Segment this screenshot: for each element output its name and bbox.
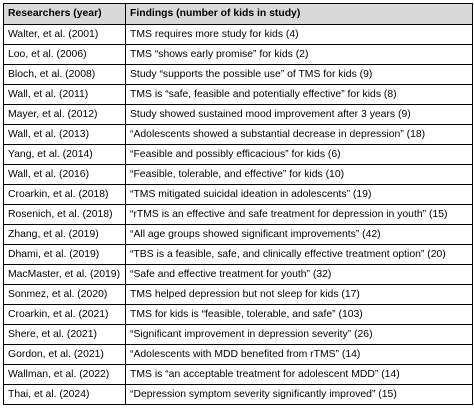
table-row: MacMaster, et al. (2019) “Safe and effect… — [3, 264, 473, 285]
findings-cell: TMS helped depression but not sleep for … — [125, 284, 473, 305]
findings-cell: “Adolescents with MDD benefited from rTM… — [125, 344, 473, 365]
findings-cell: TMS is “safe, feasible and potentially e… — [125, 84, 473, 105]
studies-table-container: Researchers (year) Findings (number of k… — [3, 3, 473, 405]
findings-cell: “Adolescents showed a substantial decrea… — [125, 124, 473, 145]
findings-cell: Study showed sustained mood improvement … — [125, 104, 473, 125]
researchers-cell: Bloch, et al. (2008) — [3, 64, 126, 85]
findings-cell: “Feasible, tolerable, and effective” for… — [125, 164, 473, 185]
header-researchers: Researchers (year) — [3, 3, 126, 25]
studies-table: Researchers (year) Findings (number of k… — [3, 3, 473, 405]
researchers-cell: Wall, et al. (2011) — [3, 84, 126, 105]
findings-cell: “Depression symptom severity significant… — [125, 384, 473, 405]
researchers-cell: Rosenich, et al. (2018) — [3, 204, 126, 225]
findings-cell: TMS is “an acceptable treatment for adol… — [125, 364, 473, 385]
table-row: Yang, et al. (2014) “Feasible and possibl… — [3, 144, 473, 165]
researchers-cell: Wall, et al. (2016) — [3, 164, 126, 185]
findings-cell: “Safe and effective treatment for youth”… — [125, 264, 473, 285]
researchers-cell: Croarkin, et al. (2018) — [3, 184, 126, 205]
researchers-cell: MacMaster, et al. (2019) — [3, 264, 126, 285]
findings-cell: “Feasible and possibly efficacious” for … — [125, 144, 473, 165]
researchers-cell: Loo, et al. (2006) — [3, 44, 126, 65]
findings-cell: “rTMS is an effective and safe treatment… — [125, 204, 473, 225]
table-row: Thai, et al. (2024) “Depression symptom s… — [3, 384, 473, 405]
researchers-cell: Croarkin, et al. (2021) — [3, 304, 126, 325]
table-row: Wall, et al. (2011) TMS is “safe, feasibl… — [3, 84, 473, 105]
table-row: Walter, et al. (2001) TMS requires more s… — [3, 24, 473, 45]
findings-cell: “All age groups showed significant impro… — [125, 224, 473, 245]
table-row: Bloch, et al. (2008) Study “supports the … — [3, 64, 473, 85]
table-row: Wallman, et al. (2022) TMS is “an accepta… — [3, 364, 473, 385]
researchers-cell: Walter, et al. (2001) — [3, 24, 126, 45]
table-row: Zhang, et al. (2019) “All age groups show… — [3, 224, 473, 245]
researchers-cell: Thai, et al. (2024) — [3, 384, 126, 405]
table-row: Wall, et al. (2016) “Feasible, tolerable,… — [3, 164, 473, 185]
researchers-cell: Wall, et al. (2013) — [3, 124, 126, 145]
table-row: Mayer, et al. (2012) Study showed sustain… — [3, 104, 473, 125]
findings-cell: “TBS is a feasible, safe, and clinically… — [125, 244, 473, 265]
table-row: Rosenich, et al. (2018) “rTMS is an effec… — [3, 204, 473, 225]
table-row: Dhami, et al. (2019) “TBS is a feasible, … — [3, 244, 473, 265]
findings-cell: “Significant improvement in depression s… — [125, 324, 473, 345]
researchers-cell: Wallman, et al. (2022) — [3, 364, 126, 385]
table-row: Croarkin, et al. (2018) “TMS mitigated su… — [3, 184, 473, 205]
researchers-cell: Mayer, et al. (2012) — [3, 104, 126, 125]
researchers-cell: Dhami, et al. (2019) — [3, 244, 126, 265]
table-header-row: Researchers (year) Findings (number of k… — [3, 3, 473, 25]
researchers-cell: Shere, et al. (2021) — [3, 324, 126, 345]
researchers-cell: Zhang, et al. (2019) — [3, 224, 126, 245]
researchers-cell: Yang, et al. (2014) — [3, 144, 126, 165]
findings-cell: TMS “shows early promise” for kids (2) — [125, 44, 473, 65]
findings-cell: Study “supports the possible use” of TMS… — [125, 64, 473, 85]
table-row: Loo, et al. (2006) TMS “shows early promi… — [3, 44, 473, 65]
findings-cell: TMS for kids is “feasible, tolerable, an… — [125, 304, 473, 325]
table-row: Wall, et al. (2013) “Adolescents showed a… — [3, 124, 473, 145]
table-row: Shere, et al. (2021) “Significant improve… — [3, 324, 473, 345]
table-row: Gordon, et al. (2021) “Adolescents with M… — [3, 344, 473, 365]
researchers-cell: Sonmez, et al. (2020) — [3, 284, 126, 305]
table-row: Sonmez, et al. (2020) TMS helped depressi… — [3, 284, 473, 305]
table-row: Croarkin, et al. (2021) TMS for kids is “… — [3, 304, 473, 325]
table-body: Walter, et al. (2001) TMS requires more s… — [3, 24, 473, 405]
findings-cell: “TMS mitigated suicidal ideation in adol… — [125, 184, 473, 205]
findings-cell: TMS requires more study for kids (4) — [125, 24, 473, 45]
header-findings: Findings (number of kids in study) — [125, 3, 473, 25]
researchers-cell: Gordon, et al. (2021) — [3, 344, 126, 365]
